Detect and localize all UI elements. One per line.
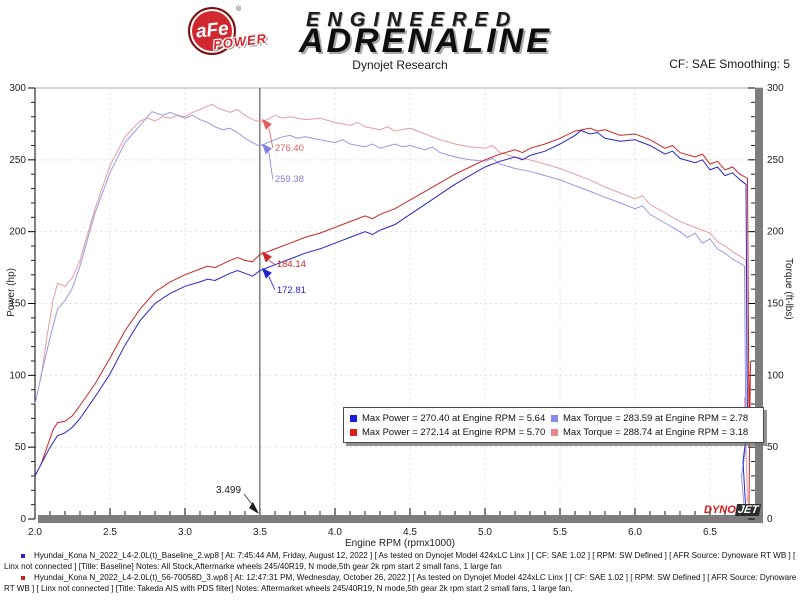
svg-text:250: 250 xyxy=(767,155,784,166)
svg-text:3.0: 3.0 xyxy=(178,527,192,538)
legend-marker-icon xyxy=(551,414,558,422)
run-bullet-icon xyxy=(21,554,25,558)
svg-text:2.5: 2.5 xyxy=(103,527,117,538)
svg-text:100: 100 xyxy=(9,370,26,381)
svg-text:50: 50 xyxy=(767,442,779,453)
legend: Max Power = 270.40 at Engine RPM = 5.64 … xyxy=(343,407,764,443)
footer-run-note-intake: Hyundai_Kona N_2022_L4-2.0L(t)_56-70058D… xyxy=(4,573,797,595)
svg-text:3.5: 3.5 xyxy=(253,527,267,538)
svg-text:0: 0 xyxy=(20,514,26,525)
legend-entry-max-power-baseline: Max Power = 270.40 at Engine RPM = 5.64 xyxy=(350,411,551,425)
engineered-wordmark: ENGINEERED xyxy=(306,9,519,31)
torque-axis-label: Torque (ft-lbs) xyxy=(783,258,794,320)
svg-text:150: 150 xyxy=(9,299,26,310)
legend-marker-icon xyxy=(350,414,357,422)
svg-text:4.5: 4.5 xyxy=(403,527,417,538)
svg-text:6.0: 6.0 xyxy=(628,527,642,538)
legend-entry-label: Max Power = 272.14 at Engine RPM = 5.70 xyxy=(362,426,546,438)
smoothing-label: CF: SAE Smoothing: 5 xyxy=(669,57,790,71)
run-bullet-icon xyxy=(21,576,25,580)
dynojet-logo-dyno: DYNO xyxy=(704,504,736,516)
legend-entry-label: Max Power = 270.40 at Engine RPM = 5.64 xyxy=(362,412,546,424)
series-torque_intake xyxy=(40,103,748,502)
svg-text:250: 250 xyxy=(9,155,26,166)
footer-run-note-baseline: Hyundai_Kona N_2022_L4-2.0L(t)_Baseline_… xyxy=(4,551,797,573)
legend-entry-max-torque-intake: Max Torque = 288.74 at Engine RPM = 3.18 xyxy=(551,425,757,439)
series-power_intake xyxy=(40,127,751,505)
adrenaline-wordmark: ADRENALINE xyxy=(299,22,552,60)
svg-text:4.0: 4.0 xyxy=(328,527,342,538)
afe-logo-circle: aFe xyxy=(188,7,236,55)
legend-entry-max-power-intake: Max Power = 272.14 at Engine RPM = 5.70 xyxy=(350,425,551,439)
legend-marker-icon xyxy=(350,428,357,436)
svg-text:300: 300 xyxy=(9,83,26,94)
legend-entry-label: Max Torque = 283.59 at Engine RPM = 2.78 xyxy=(563,412,749,424)
cursor-value-torque-baseline: 259.38 xyxy=(274,174,304,186)
svg-text:200: 200 xyxy=(767,227,784,238)
dynojet-logo-jet: JET xyxy=(734,504,762,516)
svg-text:6.5: 6.5 xyxy=(703,527,717,538)
cursor-value-power-baseline: 172.81 xyxy=(276,284,306,296)
power-axis-label: Power (hp) xyxy=(6,268,17,317)
footer-run-note-text: Hyundai_Kona N_2022_L4-2.0L(t)_56-70058D… xyxy=(4,573,797,593)
svg-text:5.5: 5.5 xyxy=(553,527,567,538)
legend-entry-max-torque-baseline: Max Torque = 283.59 at Engine RPM = 2.78 xyxy=(551,411,757,425)
legend-entry-label: Max Torque = 288.74 at Engine RPM = 3.18 xyxy=(563,426,749,438)
svg-text:0: 0 xyxy=(767,514,773,525)
footer-run-note-text: Hyundai_Kona N_2022_L4-2.0L(t)_Baseline_… xyxy=(4,551,796,571)
dynojet-logo: DYNOJET xyxy=(704,504,762,516)
series-power_baseline xyxy=(34,129,749,514)
cursor-rpm-label: 3.499 xyxy=(216,485,242,496)
svg-text:100: 100 xyxy=(767,370,784,381)
svg-text:50: 50 xyxy=(15,442,27,453)
chart-title: Dynojet Research xyxy=(352,58,448,72)
svg-text:2.0: 2.0 xyxy=(28,527,42,538)
svg-text:300: 300 xyxy=(767,83,784,94)
legend-marker-icon xyxy=(551,428,558,436)
svg-text:200: 200 xyxy=(9,227,26,238)
rpm-axis-label: Engine RPM (rpmx1000) xyxy=(344,538,456,549)
cursor-value-power-intake: 184.14 xyxy=(276,259,306,271)
registered-mark-icon: ® xyxy=(236,6,242,13)
cursor-value-torque-intake: 276.40 xyxy=(274,142,304,154)
svg-text:150: 150 xyxy=(767,299,784,310)
series-torque_baseline xyxy=(34,111,747,512)
dyno-chart-plot: 0 0 50 50 100 100 150 150 200 200 250 250 300 300 2.0 2… xyxy=(9,83,784,538)
svg-text:5.0: 5.0 xyxy=(478,527,492,538)
